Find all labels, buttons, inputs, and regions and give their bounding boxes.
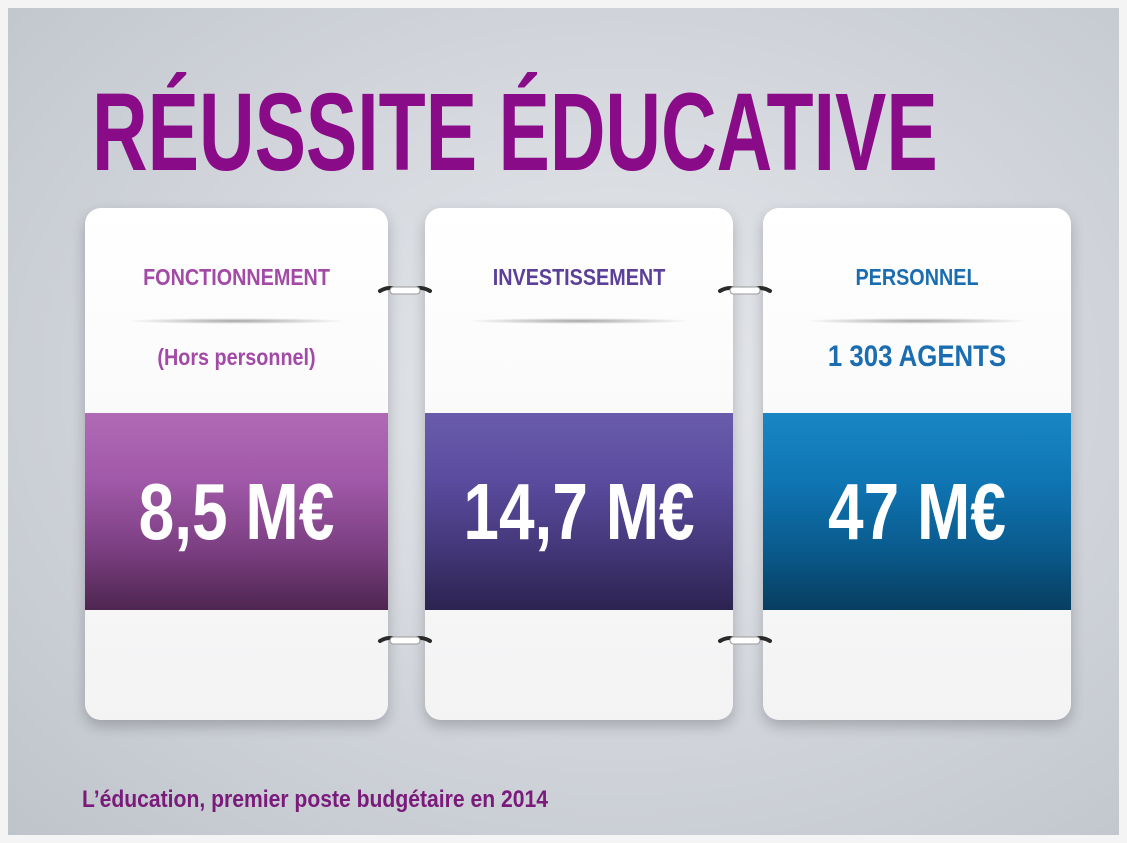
footer: L’éducation, premier poste budgétaire en… bbox=[82, 786, 548, 813]
value-band: 8,5 M€ bbox=[85, 413, 388, 610]
card-value: 8,5 M€ bbox=[138, 466, 335, 556]
separator bbox=[465, 318, 693, 324]
infographic: RÉUSSITE ÉDUCATIVE FONCTIONNEMENT (Hors p… bbox=[8, 8, 1119, 835]
separator bbox=[125, 318, 348, 324]
card: INVESTISSEMENT 14,7 M€ bbox=[425, 208, 733, 720]
card: PERSONNEL 1 303 AGENTS 47 M€ bbox=[763, 208, 1071, 720]
card-sublabel: (Hors personnel) bbox=[157, 344, 316, 370]
separator bbox=[803, 318, 1031, 324]
ring-link bbox=[729, 286, 761, 295]
card: FONCTIONNEMENT (Hors personnel) 8,5 M€ bbox=[85, 208, 388, 720]
card-sublabel: 1 303 AGENTS bbox=[827, 340, 1007, 373]
value-band: 14,7 M€ bbox=[425, 413, 733, 610]
ring-link bbox=[389, 286, 421, 295]
value-band: 47 M€ bbox=[763, 413, 1071, 610]
card-value: 47 M€ bbox=[828, 466, 1006, 556]
ring-link bbox=[729, 636, 761, 645]
card-value: 14,7 M€ bbox=[463, 466, 695, 556]
rings bbox=[378, 286, 772, 645]
card-label: PERSONNEL bbox=[855, 264, 979, 290]
card-label: INVESTISSEMENT bbox=[492, 264, 666, 290]
title: RÉUSSITE ÉDUCATIVE bbox=[92, 71, 938, 194]
ring-link bbox=[389, 636, 421, 645]
card-label: FONCTIONNEMENT bbox=[143, 264, 330, 290]
